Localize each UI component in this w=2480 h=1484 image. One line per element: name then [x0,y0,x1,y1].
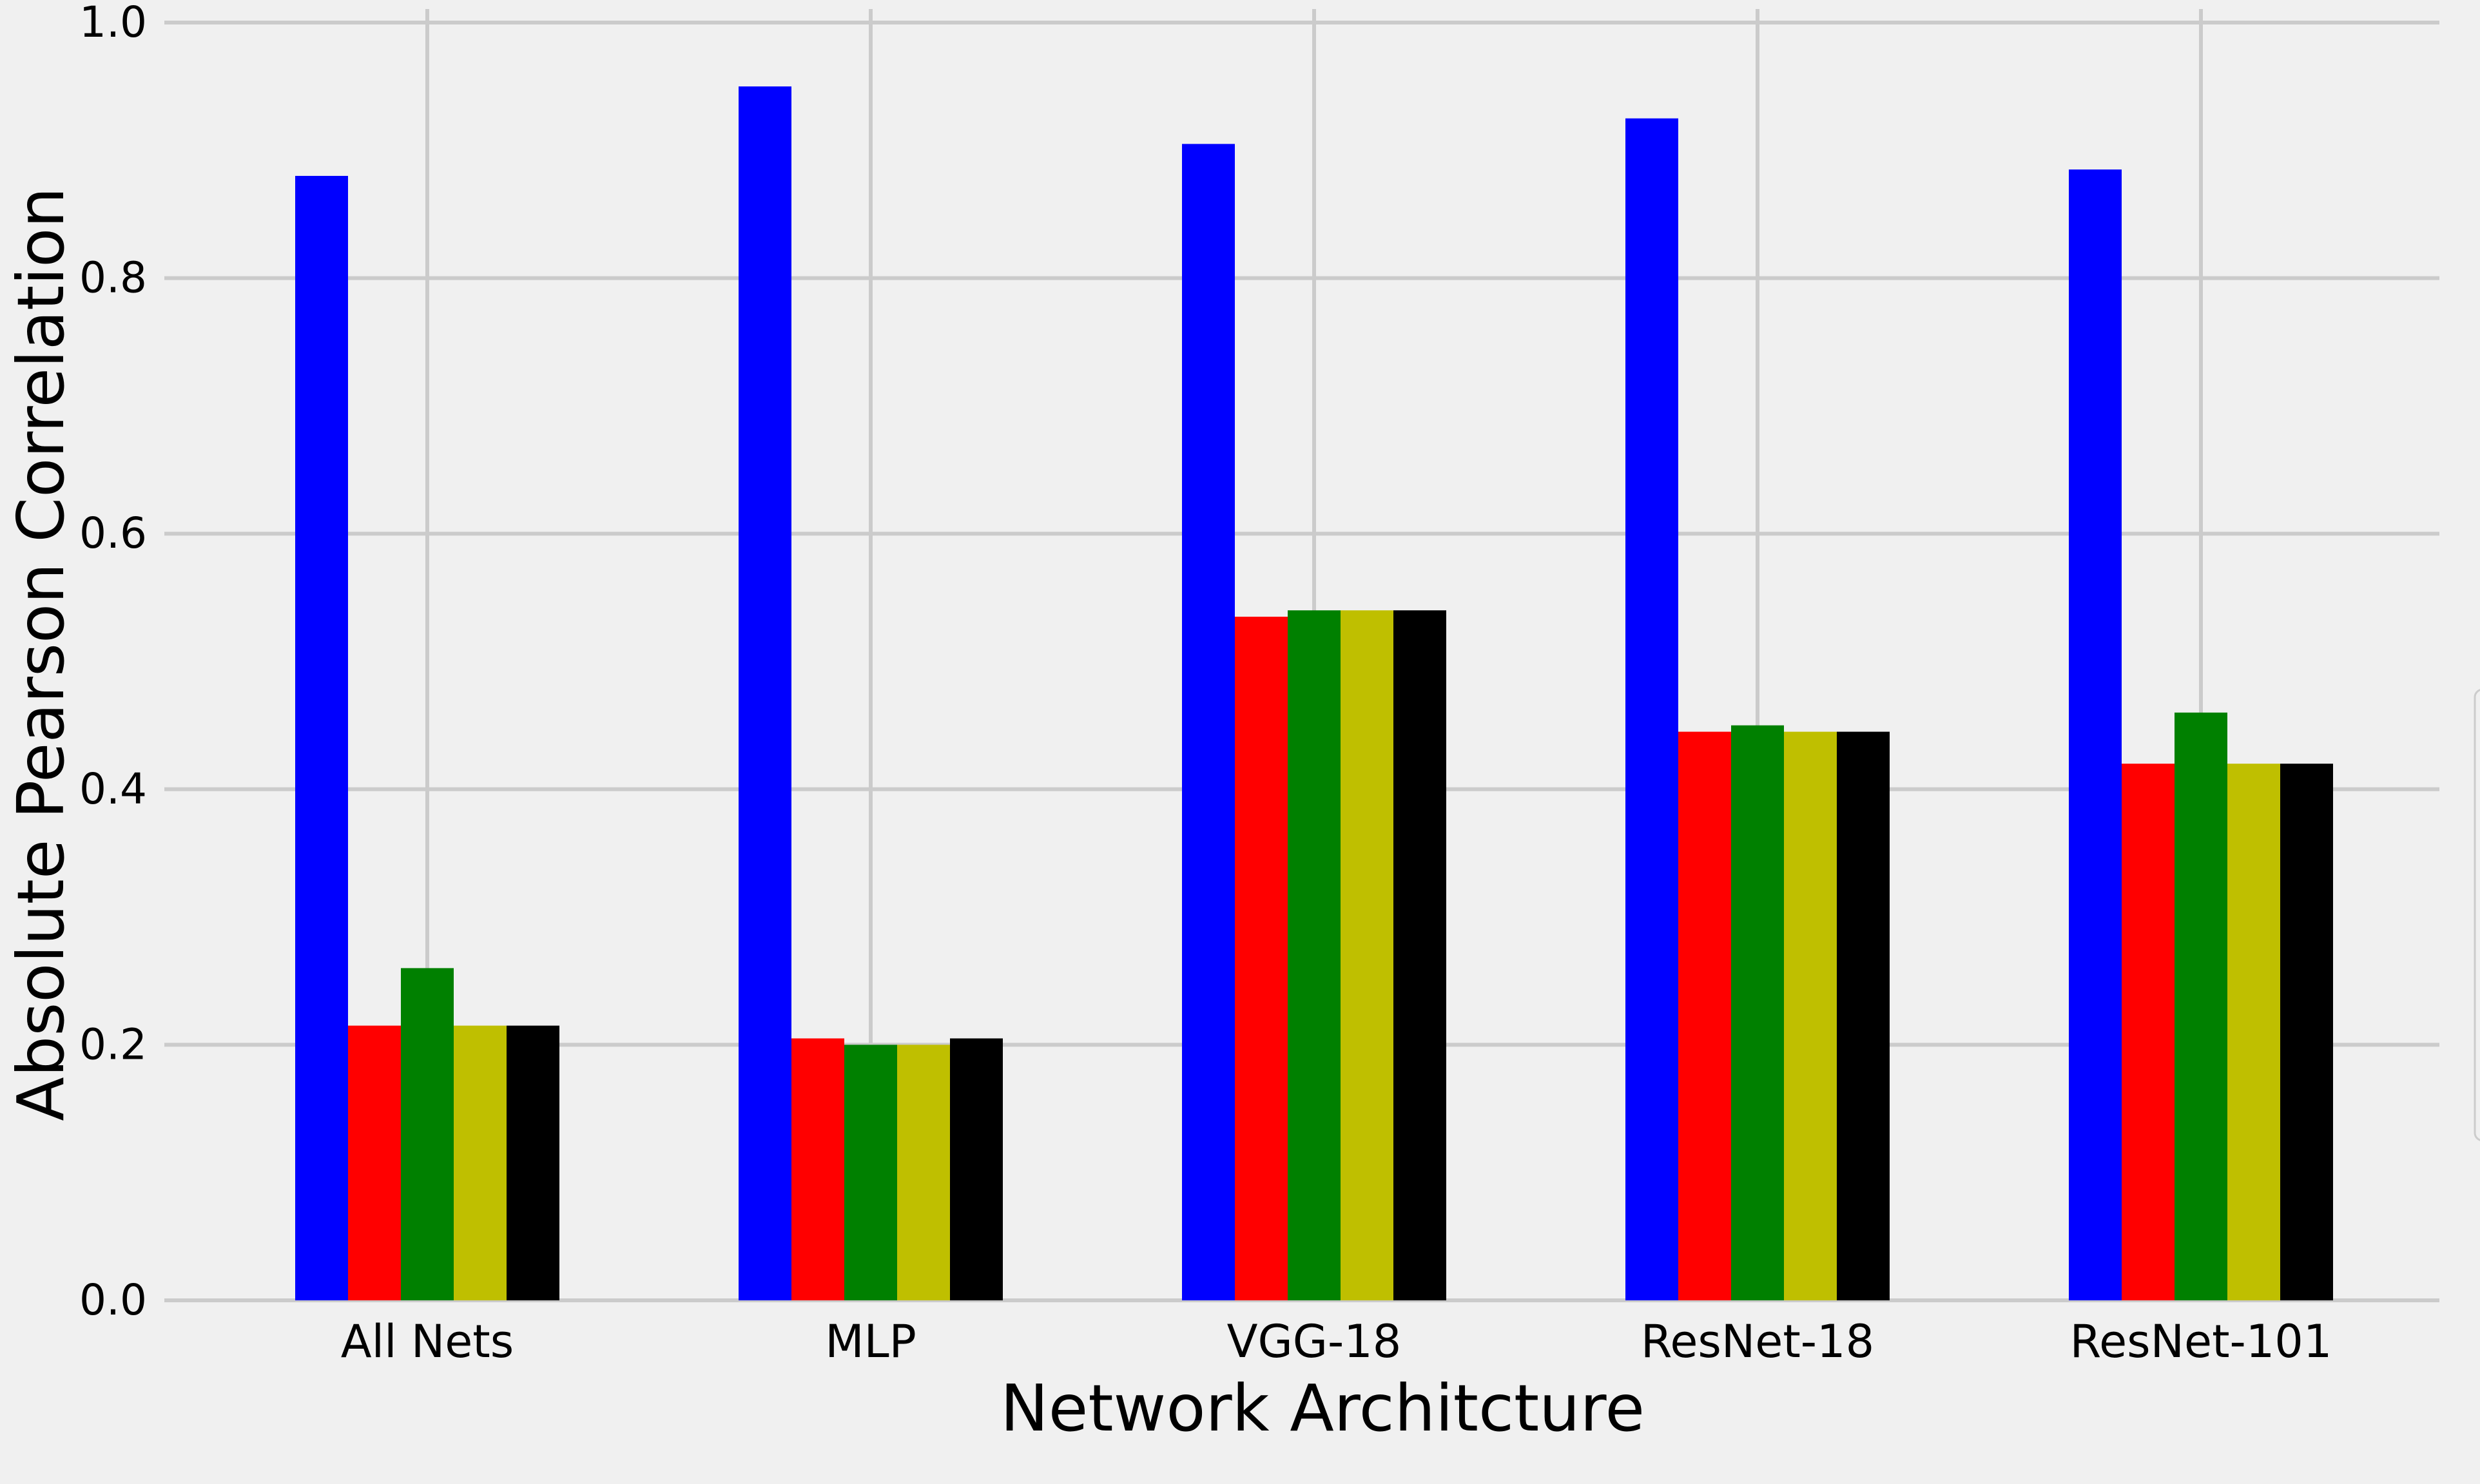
bar [1393,610,1446,1301]
bar [2227,764,2280,1300]
y-tick-label: 0.2 [79,1019,147,1069]
bar [2280,764,2333,1300]
x-tick-label: All Nets [341,1315,514,1368]
bars [295,86,2333,1301]
y-axis-title: Absolute Pearson Correlation [3,187,79,1121]
legend-box-edge [2474,689,2480,1141]
bar [1731,725,1784,1300]
x-tick-label: ResNet-18 [1641,1315,1874,1368]
bar [348,1025,401,1300]
x-tick-label: ResNet-101 [2070,1315,2332,1368]
bar [1288,610,1341,1301]
bar [897,1045,950,1300]
x-tick-label: MLP [825,1315,916,1368]
bar [739,86,791,1300]
bar [454,1025,507,1300]
y-tick-label: 0.0 [79,1275,147,1325]
bar [1625,118,1678,1301]
x-tick-label: VGG-18 [1227,1315,1402,1368]
y-tick-label: 0.8 [79,253,147,303]
bar [1235,617,1288,1300]
bar [2122,764,2175,1300]
bar [401,968,454,1300]
bar [507,1025,559,1300]
bar [1837,731,1890,1300]
y-tick-label: 0.4 [79,764,147,814]
x-axis-title: Network Architcture [1000,1371,1645,1446]
y-tick-label: 0.6 [79,508,147,558]
tick-labels: 0.0 0.2 0.4 0.6 0.8 1.0 All Nets MLP VGG-18 ResNe… [79,0,2332,1368]
bar [844,1045,897,1300]
bar [791,1038,844,1300]
bar [2069,169,2122,1300]
bar [950,1038,1003,1300]
bar [1784,731,1837,1300]
bar [1182,144,1235,1300]
bar [1678,731,1731,1300]
bar [2175,712,2227,1300]
y-tick-label: 1.0 [79,0,147,47]
bar [1341,610,1393,1301]
bar [295,175,348,1301]
